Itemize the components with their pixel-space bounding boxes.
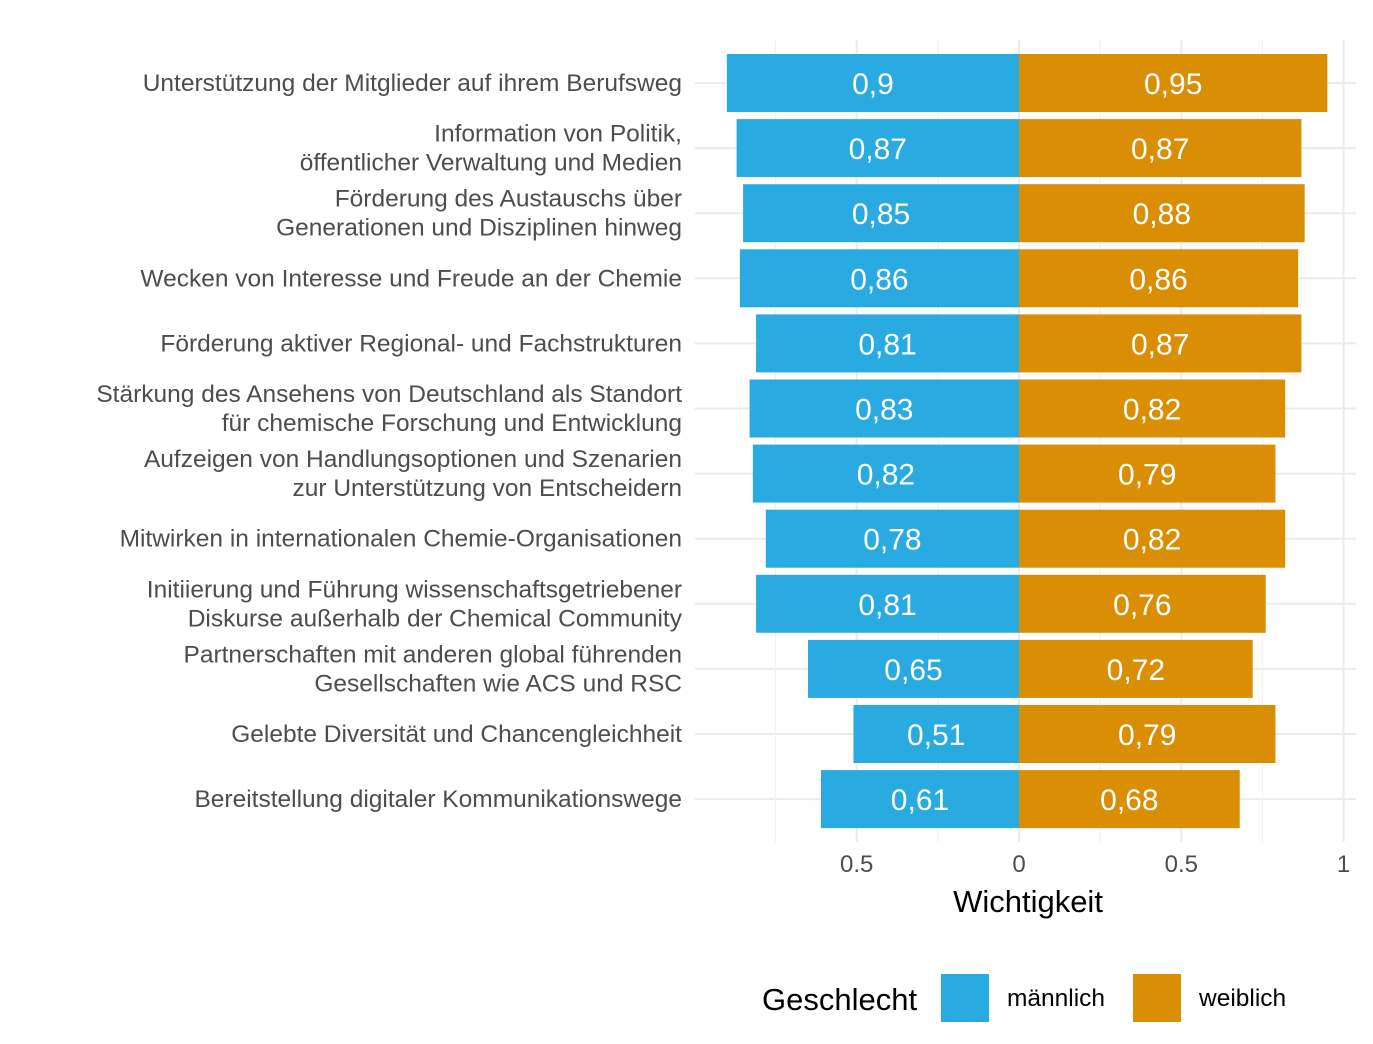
bar-weiblich [1019, 444, 1276, 503]
bar-maennlich [749, 379, 1019, 438]
bar-value-label-weiblich: 0,68 [1100, 784, 1158, 817]
bar-maennlich [808, 639, 1019, 698]
bar-labels: 0,9 0,95 0,87 0,87 0,85 0,88 0,86 0,86 0,81 0,87 0… [849, 68, 1203, 817]
bar-weiblich [1019, 639, 1253, 698]
category-label: Gelebte Diversität und Chancengleichheit [231, 721, 682, 748]
bar-value-label-weiblich: 0,72 [1107, 654, 1165, 687]
bar-weiblich [1019, 379, 1286, 438]
bar-value-label-weiblich: 0,95 [1144, 68, 1202, 101]
bar-maennlich [743, 184, 1019, 243]
bar-maennlich [752, 444, 1019, 503]
bar-maennlich [739, 249, 1019, 308]
bar-value-label-maennlich: 0,81 [858, 589, 916, 622]
category-labels: Unterstützung der Mitglieder auf ihrem B… [96, 70, 682, 813]
x-axis-ticks: 0.5 0 0.5 1 [840, 851, 1350, 878]
x-tick-label: 0.5 [840, 851, 873, 878]
category-label: Stärkung des Ansehens von Deutschland al… [96, 381, 682, 437]
bar-value-label-maennlich: 0,65 [884, 654, 942, 687]
bar-value-label-maennlich: 0,83 [855, 394, 913, 427]
bar-value-label-maennlich: 0,81 [858, 328, 916, 361]
bar-weiblich [1019, 249, 1299, 308]
category-label: Mitwirken in internationalen Chemie-Orga… [120, 526, 682, 553]
bar-value-label-weiblich: 0,76 [1113, 589, 1171, 622]
bar-value-label-weiblich: 0,86 [1129, 263, 1187, 296]
bar-value-label-weiblich: 0,88 [1133, 198, 1191, 231]
bar-value-label-weiblich: 0,82 [1123, 524, 1181, 557]
bar-value-label-maennlich: 0,86 [850, 263, 908, 296]
bar-weiblich [1019, 54, 1328, 112]
category-label: Information von Politik, öffentlicher Ver… [300, 121, 682, 177]
bar-maennlich [756, 574, 1019, 633]
bar-weiblich [1019, 314, 1302, 373]
category-label: Bereitstellung digitaler Kommunikationsw… [194, 786, 682, 813]
bar-maennlich [820, 770, 1019, 829]
x-axis-title: Wichtigkeit [953, 884, 1103, 919]
bar-value-label-weiblich: 0,79 [1118, 459, 1176, 492]
legend-key-maennlich [941, 974, 989, 1022]
bar-weiblich [1019, 184, 1305, 243]
legend-label-weiblich: weiblich [1198, 985, 1286, 1012]
category-label: Partnerschaften mit anderen global führe… [184, 641, 683, 697]
bar-value-label-maennlich: 0,85 [852, 198, 910, 231]
x-tick-label: 1 [1337, 851, 1350, 878]
category-label: Förderung des Austauschs über Generatione… [276, 186, 682, 242]
bar-value-label-weiblich: 0,79 [1118, 719, 1176, 752]
bar-value-label-weiblich: 0,87 [1131, 133, 1189, 166]
bar-weiblich [1019, 119, 1302, 178]
category-label: Aufzeigen von Handlungsoptionen und Szen… [144, 446, 682, 502]
category-label: Förderung aktiver Regional- und Fachstru… [160, 330, 682, 357]
bar-weiblich [1019, 770, 1240, 829]
category-label: Wecken von Interesse und Freude an der C… [140, 265, 682, 292]
bar-value-label-maennlich: 0,78 [863, 524, 921, 557]
bar-weiblich [1019, 574, 1266, 633]
bar-weiblich [1019, 705, 1276, 763]
bar-maennlich [726, 54, 1019, 112]
bar-value-label-maennlich: 0,51 [907, 719, 965, 752]
bar-maennlich [736, 119, 1019, 178]
bar-value-label-maennlich: 0,82 [857, 459, 915, 492]
bar-maennlich [756, 314, 1019, 373]
bar-maennlich [765, 509, 1019, 568]
bar-maennlich [853, 705, 1019, 763]
bar-value-label-maennlich: 0,61 [891, 784, 949, 817]
bar-value-label-maennlich: 0,87 [849, 133, 907, 166]
legend-title: Geschlecht [762, 982, 917, 1017]
bar-value-label-weiblich: 0,87 [1131, 328, 1189, 361]
x-tick-label: 0.5 [1165, 851, 1198, 878]
bars [726, 54, 1328, 829]
category-label: Initiierung und Führung wissenschaftsget… [147, 576, 683, 632]
bar-weiblich [1019, 509, 1286, 568]
bar-value-label-weiblich: 0,82 [1123, 394, 1181, 427]
bar-value-label-maennlich: 0,9 [852, 68, 894, 101]
legend: Geschlecht männlich weiblich [762, 974, 1286, 1022]
legend-key-weiblich [1133, 974, 1181, 1022]
legend-label-maennlich: männlich [1007, 985, 1105, 1012]
x-tick-label: 0 [1012, 851, 1025, 878]
category-label: Unterstützung der Mitglieder auf ihrem B… [143, 70, 682, 97]
